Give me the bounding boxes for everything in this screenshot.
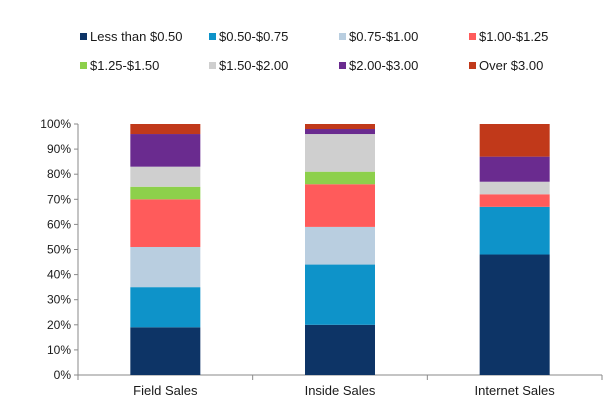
bar-segment-0-50-0-75 <box>130 287 201 328</box>
legend-label: $1.00-$1.25 <box>479 29 548 44</box>
y-tick-label: 20% <box>47 318 71 332</box>
bar-segment-2-00-3-00 <box>479 156 550 182</box>
bar-segment-less-than-0-50 <box>479 254 550 375</box>
x-category-label: Field Sales <box>133 383 198 398</box>
legend-swatch <box>469 33 476 40</box>
legend-item-0-75-1-00: $0.75-$1.00 <box>339 29 418 44</box>
bar-segment-1-00-1-25 <box>130 199 201 247</box>
bar-segment-1-50-2-00 <box>305 134 375 172</box>
x-category-label: Inside Sales <box>305 383 376 398</box>
bars <box>130 124 550 375</box>
legend: Less than $0.50 $0.50-$0.75 $0.75-$1.00 $1.… <box>80 29 548 73</box>
legend-item-1-25-1-50: $1.25-$1.50 <box>80 58 159 73</box>
y-tick-label: 40% <box>47 268 71 282</box>
bar-stack-field-sales <box>130 124 201 375</box>
legend-label: $0.75-$1.00 <box>349 29 418 44</box>
bar-segment-2-00-3-00 <box>130 134 201 167</box>
y-tick-label: 50% <box>47 243 71 257</box>
legend-item-over-3-00: Over $3.00 <box>469 58 543 73</box>
bar-segment-1-00-1-25 <box>479 194 550 207</box>
bar-segment-1-25-1-50 <box>305 171 375 185</box>
bar-stack-inside-sales <box>305 124 375 375</box>
legend-swatch <box>339 62 346 69</box>
y-tick-label: 100% <box>40 117 71 131</box>
legend-swatch <box>339 33 346 40</box>
legend-item-less-than-0-50: Less than $0.50 <box>80 29 183 44</box>
y-tick-label: 60% <box>47 217 71 231</box>
legend-item-1-00-1-25: $1.00-$1.25 <box>469 29 548 44</box>
y-tick-label: 90% <box>47 142 71 156</box>
bar-segment-over-3-00 <box>130 124 201 135</box>
legend-swatch <box>209 62 216 69</box>
bar-segment-1-50-2-00 <box>130 166 201 187</box>
bar-segment-over-3-00 <box>305 124 375 130</box>
legend-label: $1.25-$1.50 <box>90 58 159 73</box>
bar-segment-1-50-2-00 <box>479 181 550 195</box>
y-tick-label: 70% <box>47 192 71 206</box>
y-axis: 0% 10% 20% 30% 40% 50% 60% 70% 80% 90% 100% <box>40 117 603 382</box>
x-category-label: Internet Sales <box>475 383 556 398</box>
bar-segment-0-75-1-00 <box>305 226 375 265</box>
bar-segment-0-50-0-75 <box>479 206 550 255</box>
bar-segment-1-25-1-50 <box>130 186 201 200</box>
legend-item-0-50-0-75: $0.50-$0.75 <box>209 29 288 44</box>
bar-segment-0-50-0-75 <box>305 264 375 325</box>
legend-swatch <box>469 62 476 69</box>
legend-swatch <box>209 33 216 40</box>
legend-swatch <box>80 33 87 40</box>
legend-item-2-00-3-00: $2.00-$3.00 <box>339 58 418 73</box>
legend-swatch <box>80 62 87 69</box>
y-tick-label: 80% <box>47 167 71 181</box>
bar-segment-over-3-00 <box>479 124 550 157</box>
x-axis-labels: Field Sales Inside Sales Internet Sales <box>133 383 555 398</box>
bar-stack-internet-sales <box>479 124 550 375</box>
bar-segment-less-than-0-50 <box>305 324 375 375</box>
legend-label: $2.00-$3.00 <box>349 58 418 73</box>
legend-label: $1.50-$2.00 <box>219 58 288 73</box>
bar-segment-2-00-3-00 <box>305 129 375 135</box>
legend-item-1-50-2-00: $1.50-$2.00 <box>209 58 288 73</box>
y-tick-label: 10% <box>47 343 71 357</box>
y-tick-label: 0% <box>54 368 72 382</box>
legend-label: $0.50-$0.75 <box>219 29 288 44</box>
legend-label: Less than $0.50 <box>90 29 183 44</box>
bar-segment-1-00-1-25 <box>305 184 375 227</box>
bar-segment-0-75-1-00 <box>130 246 201 288</box>
bar-segment-less-than-0-50 <box>130 327 201 375</box>
legend-label: Over $3.00 <box>479 58 543 73</box>
y-tick-label: 30% <box>47 293 71 307</box>
